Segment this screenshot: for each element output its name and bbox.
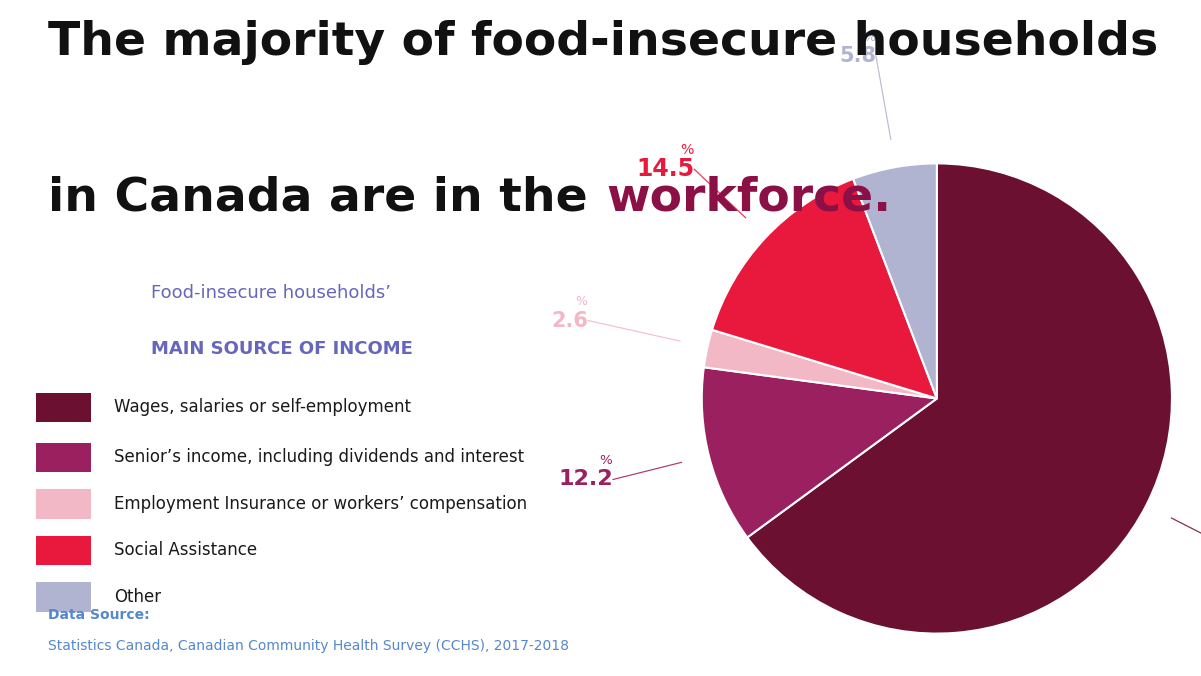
- Text: 2.6: 2.6: [551, 310, 588, 331]
- Wedge shape: [712, 179, 937, 398]
- Text: in Canada are in the: in Canada are in the: [48, 176, 604, 221]
- Wedge shape: [701, 367, 937, 537]
- Text: Employment Insurance or workers’ compensation: Employment Insurance or workers’ compens…: [114, 495, 527, 513]
- Text: 14.5: 14.5: [637, 158, 694, 181]
- Text: Senior’s income, including dividends and interest: Senior’s income, including dividends and…: [114, 448, 524, 466]
- Text: Food-insecure households’: Food-insecure households’: [151, 284, 392, 302]
- Wedge shape: [704, 330, 937, 398]
- FancyBboxPatch shape: [36, 536, 91, 565]
- Text: Data Source:: Data Source:: [48, 608, 150, 623]
- FancyBboxPatch shape: [36, 443, 91, 472]
- Text: %: %: [862, 30, 874, 44]
- FancyBboxPatch shape: [36, 393, 91, 422]
- Text: %: %: [681, 143, 694, 158]
- Wedge shape: [747, 164, 1172, 633]
- Text: 5.8: 5.8: [839, 46, 876, 66]
- FancyBboxPatch shape: [36, 583, 91, 612]
- Wedge shape: [853, 164, 937, 398]
- Text: 12.2: 12.2: [558, 470, 613, 489]
- Text: Statistics Canada, Canadian Community Health Survey (CCHS), 2017-2018: Statistics Canada, Canadian Community He…: [48, 639, 569, 653]
- Text: Other: Other: [114, 588, 161, 606]
- Text: The majority of food-insecure households: The majority of food-insecure households: [48, 20, 1158, 66]
- Text: workforce.: workforce.: [607, 176, 891, 221]
- Text: Wages, salaries or self-employment: Wages, salaries or self-employment: [114, 398, 411, 416]
- Text: MAIN SOURCE OF INCOME: MAIN SOURCE OF INCOME: [151, 340, 413, 358]
- Text: %: %: [599, 454, 613, 467]
- Text: %: %: [575, 295, 587, 308]
- Text: Social Assistance: Social Assistance: [114, 541, 257, 560]
- FancyBboxPatch shape: [36, 489, 91, 518]
